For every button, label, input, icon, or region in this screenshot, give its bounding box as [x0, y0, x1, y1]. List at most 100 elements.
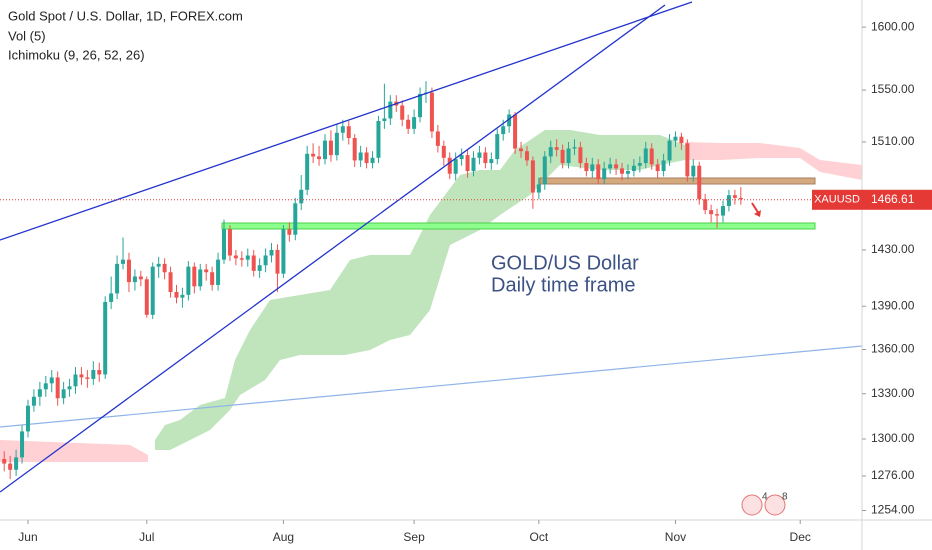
candle-body [649, 148, 654, 165]
candle-body [269, 249, 274, 256]
candle-body [115, 263, 120, 294]
candle-body [299, 189, 304, 204]
candle-body [346, 126, 351, 139]
indicator-label: Vol (5) [8, 28, 46, 43]
badges: 4 8 [741, 492, 788, 516]
candle-body [227, 229, 232, 256]
candle-body [216, 259, 221, 285]
candle-body [239, 258, 244, 260]
candle-body [103, 301, 108, 375]
candle-body [572, 147, 577, 149]
candle-body [364, 152, 369, 164]
trend-line [0, 345, 863, 428]
candle-body [691, 165, 696, 177]
candle-body [25, 405, 30, 432]
candle-body [655, 164, 660, 172]
trend-line [0, 1, 693, 241]
candle-body [8, 463, 13, 470]
candle-body [263, 255, 268, 266]
arrow-head [754, 210, 761, 217]
candle-body [661, 160, 666, 172]
badge-icon [764, 494, 786, 516]
candle-body [79, 374, 84, 378]
x-tick-label: Nov [665, 530, 686, 544]
candle-body [340, 126, 345, 133]
candle-body [501, 126, 506, 135]
candle-body [732, 195, 737, 198]
x-tick-label: Jun [18, 530, 37, 544]
candle-body [198, 269, 203, 287]
candle-body [233, 255, 238, 259]
candle-body [548, 147, 553, 157]
price-tag [862, 189, 932, 210]
candle-body [121, 259, 126, 264]
candle-body [465, 155, 470, 172]
candle-body [400, 105, 405, 120]
candle-body [602, 168, 607, 180]
candle-body [495, 134, 500, 160]
candle-body [596, 164, 601, 180]
candle-body [317, 156, 322, 160]
candle-body [138, 276, 143, 280]
candle-body [109, 293, 114, 302]
candle-body [703, 199, 708, 211]
candle-body [388, 101, 393, 119]
candle-body [322, 140, 327, 160]
candle-body [370, 157, 375, 164]
candle-body [459, 155, 464, 160]
candle-body [174, 291, 179, 298]
x-tick-label: Oct [530, 530, 549, 544]
candle-body [257, 265, 262, 271]
candle-body [85, 377, 90, 379]
symbol-label: XAUUSD [814, 194, 860, 206]
candle-body [447, 157, 452, 174]
trend-line [0, 4, 666, 493]
candle-body [245, 255, 250, 260]
candle-body [275, 249, 280, 274]
y-tick-label: 1600.00 [871, 19, 915, 33]
candle-body [281, 229, 286, 274]
candle-body [507, 114, 512, 127]
candle-body [554, 147, 559, 150]
x-tick-label: Sep [403, 530, 425, 544]
cloud-red [0, 440, 148, 462]
candle-body [2, 458, 7, 464]
candle-body [49, 377, 54, 384]
candle-body [20, 431, 25, 458]
candle-body [382, 118, 387, 122]
candle-body [186, 266, 191, 295]
candle-body [412, 117, 417, 129]
candle-body [287, 229, 292, 235]
price-label: 1466.61 [871, 192, 915, 206]
resistance-zone [539, 177, 816, 185]
candle-body [156, 263, 161, 267]
candle-body [97, 370, 102, 375]
candle-body [489, 159, 494, 164]
candle-body [406, 119, 411, 129]
annotation: Daily time frame [491, 274, 635, 296]
candle-body [222, 229, 227, 260]
y-tick-label: 1300.00 [871, 431, 915, 445]
candle-body [192, 266, 197, 287]
candle-body [376, 121, 381, 158]
candle-body [126, 259, 131, 283]
candle-body [150, 266, 155, 315]
candle-body [73, 374, 78, 387]
candle-body [14, 457, 19, 470]
candle-body [685, 143, 690, 177]
candle-body [132, 276, 137, 283]
candle-body [37, 389, 42, 397]
candle-body [566, 148, 571, 164]
candle-body [614, 164, 619, 169]
candle-body [720, 206, 725, 216]
candle-body [180, 294, 185, 298]
y-tick-label: 1330.00 [871, 386, 915, 400]
badge-icon [741, 494, 763, 516]
candle-body [643, 148, 648, 164]
candle-body [477, 152, 482, 158]
candle-body [590, 164, 595, 172]
symbol-tag [812, 189, 862, 210]
candle-body [536, 184, 541, 193]
